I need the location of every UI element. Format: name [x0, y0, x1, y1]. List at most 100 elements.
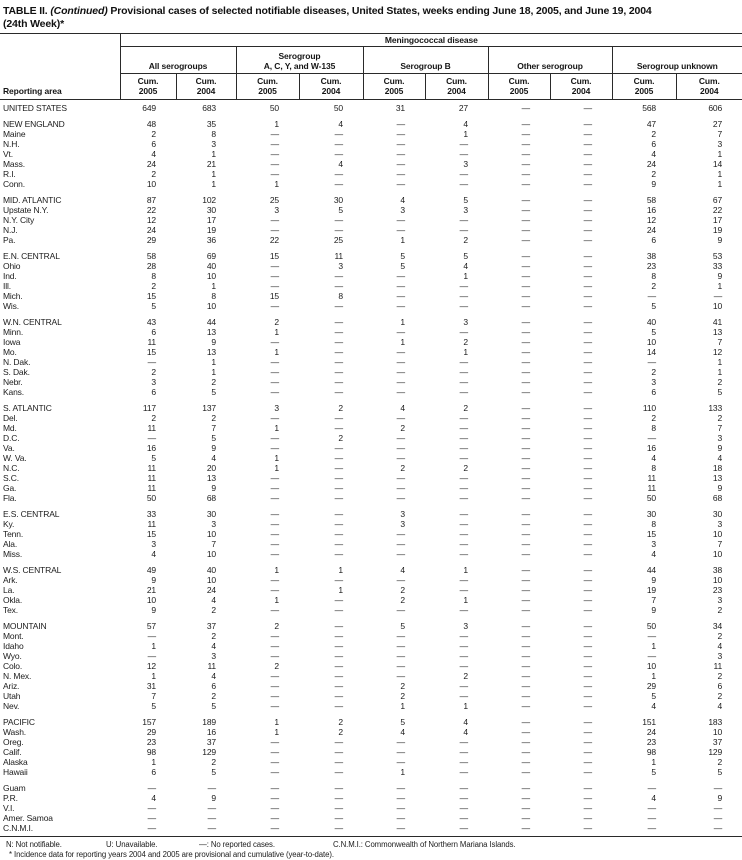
- row-label: Ky.: [3, 519, 15, 529]
- cell: —: [334, 757, 344, 767]
- cell: —: [459, 473, 469, 483]
- cell: 17: [712, 215, 723, 225]
- cell: —: [270, 767, 280, 777]
- cell: 1: [463, 701, 468, 711]
- cell: 10: [712, 727, 723, 737]
- cell: —: [459, 803, 469, 813]
- cell: —: [334, 301, 344, 311]
- cell: —: [396, 215, 406, 225]
- cell: —: [521, 205, 531, 215]
- cell: —: [521, 119, 531, 129]
- cell: 16: [146, 443, 156, 453]
- table-row: Mass. 24 21 — 4 — 3 — — 24 14: [0, 159, 742, 169]
- cell: —: [396, 813, 406, 823]
- group-header-row: All serogroups Serogroup A, C, Y, and W-13…: [0, 46, 742, 74]
- cell: —: [459, 179, 469, 189]
- cell: —: [270, 413, 280, 423]
- cell: —: [396, 671, 406, 681]
- cell: —: [459, 215, 469, 225]
- footnote-cnmi: C.N.M.I.: Commonwealth of Northern Maria…: [333, 840, 516, 849]
- row-label: Wyo.: [3, 651, 22, 661]
- cell: 25: [269, 195, 279, 205]
- cell: 2: [274, 661, 279, 671]
- cell: —: [334, 179, 344, 189]
- cell: 10: [712, 549, 723, 559]
- cell: —: [521, 737, 531, 747]
- cell: 47: [646, 119, 656, 129]
- cell: 3: [463, 621, 468, 631]
- cell: —: [334, 529, 344, 539]
- cell: —: [334, 605, 344, 615]
- row-label: Mont.: [3, 631, 24, 641]
- cell: 2: [400, 463, 405, 473]
- cell: —: [396, 129, 406, 139]
- cell: —: [583, 291, 593, 301]
- cell: 1: [274, 595, 279, 605]
- cell: 53: [712, 251, 723, 261]
- cell: 3: [463, 159, 468, 169]
- cell: —: [583, 661, 593, 671]
- cell: —: [583, 357, 593, 367]
- cell: —: [270, 337, 280, 347]
- cell: 1: [274, 347, 279, 357]
- cell: 3: [717, 519, 723, 529]
- cell: —: [147, 631, 157, 641]
- cell: —: [521, 423, 531, 433]
- cell: —: [521, 575, 531, 585]
- cell: —: [334, 737, 344, 747]
- cell: —: [396, 473, 406, 483]
- cell: 5: [151, 301, 156, 311]
- cell: 11: [713, 661, 723, 671]
- cell: 67: [712, 195, 723, 205]
- cell: —: [459, 433, 469, 443]
- cell: —: [334, 549, 344, 559]
- row-label: N.C.: [3, 463, 20, 473]
- cell: —: [396, 387, 406, 397]
- cell: —: [396, 605, 406, 615]
- cell: 1: [463, 129, 468, 139]
- cell: 24: [646, 727, 656, 737]
- cell: —: [583, 403, 593, 413]
- cell: 20: [206, 463, 216, 473]
- cell: —: [459, 301, 469, 311]
- cell: —: [583, 671, 593, 681]
- cell: 5: [211, 433, 216, 443]
- cell: —: [521, 813, 531, 823]
- cell: —: [396, 575, 406, 585]
- cum-header-2005-4: Cum. 2005: [487, 73, 550, 100]
- cell: —: [583, 529, 593, 539]
- cell: 13: [206, 347, 216, 357]
- table-row: Minn. 6 13 1 — — — — — 5 13: [0, 327, 742, 337]
- cell: —: [583, 793, 593, 803]
- cell: —: [396, 737, 406, 747]
- cell: —: [521, 443, 531, 453]
- cell: —: [270, 585, 280, 595]
- table-row: S.C. 11 13 — — — — — — 11 13: [0, 473, 742, 483]
- cell: 38: [646, 251, 656, 261]
- cell: 7: [717, 423, 723, 433]
- cell: 9: [651, 575, 656, 585]
- cell: —: [334, 377, 344, 387]
- cell: —: [583, 337, 593, 347]
- cell: —: [521, 463, 531, 473]
- cell: 29: [646, 681, 656, 691]
- row-label: Upstate N.Y.: [3, 205, 49, 215]
- cell: 183: [708, 717, 723, 727]
- cell: —: [334, 575, 344, 585]
- cell: —: [583, 701, 593, 711]
- row-label: V.I.: [3, 803, 15, 813]
- table-title: TABLE II. (Continued) Provisional cases …: [0, 5, 742, 30]
- cell: 1: [651, 757, 656, 767]
- cell: 5: [717, 387, 723, 397]
- cell: —: [583, 301, 593, 311]
- cell: —: [334, 681, 344, 691]
- table-row: V.I. — — — — — — — — — —: [0, 803, 742, 813]
- cell: 5: [151, 701, 156, 711]
- cell: 37: [206, 737, 216, 747]
- cell: —: [583, 483, 593, 493]
- cell: 2: [400, 585, 405, 595]
- cell: 50: [333, 103, 343, 113]
- cell: —: [583, 463, 593, 473]
- cell: —: [583, 631, 593, 641]
